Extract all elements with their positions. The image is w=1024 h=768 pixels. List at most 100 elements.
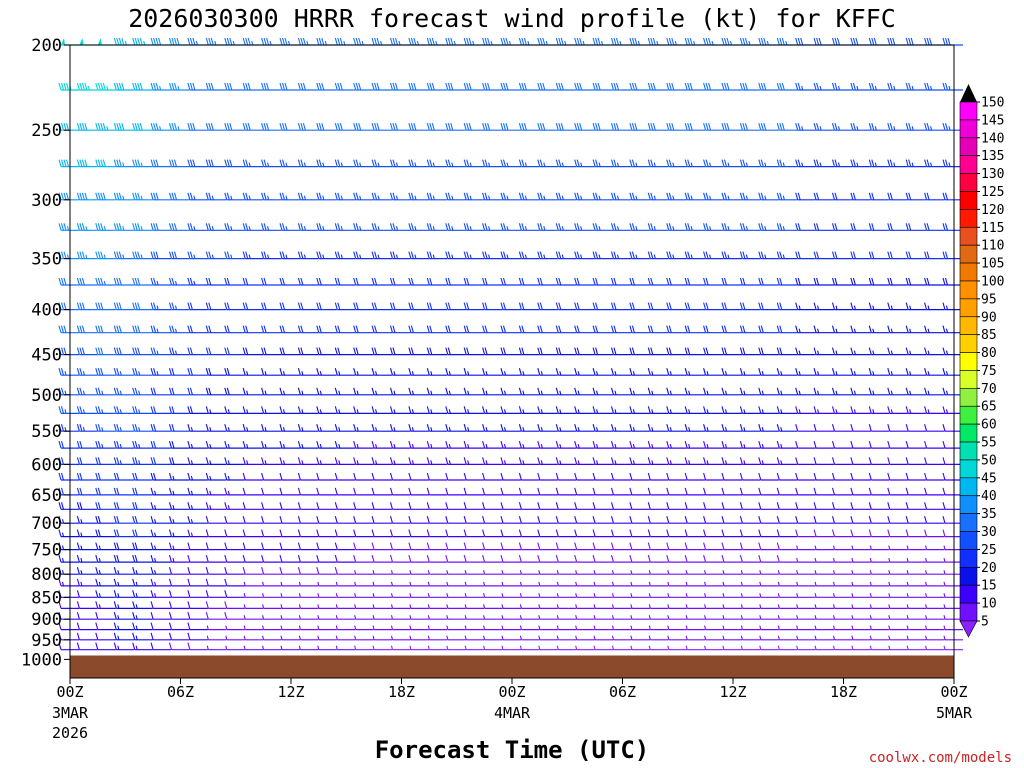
- wind-barb: [76, 424, 98, 432]
- wind-barb: [611, 635, 632, 641]
- wind-barb: [150, 159, 172, 168]
- wind-barb: [684, 529, 706, 538]
- wind-barb: [445, 529, 466, 538]
- wind-barb: [427, 645, 448, 651]
- wind-barb: [776, 406, 798, 414]
- wind-barb: [316, 529, 337, 538]
- wind-barb: [777, 615, 798, 620]
- wind-barb: [648, 645, 669, 651]
- wind-barb: [371, 529, 393, 538]
- wind-barb: [426, 123, 448, 131]
- wind-barb: [95, 542, 116, 551]
- wind-barb: [592, 424, 614, 432]
- wind-barb: [132, 516, 153, 524]
- wind-barb: [831, 37, 853, 46]
- wind-barb: [555, 159, 577, 168]
- wind-barb: [132, 387, 153, 396]
- wind-barb: [187, 642, 208, 651]
- wind-barb: [739, 347, 761, 356]
- wind-barb: [187, 325, 208, 334]
- wind-barb: [831, 440, 853, 449]
- wind-barb: [242, 542, 264, 551]
- wind-barb: [721, 424, 742, 432]
- wind-barb: [610, 457, 632, 465]
- wind-barb: [334, 502, 356, 510]
- wind-barb: [335, 604, 356, 610]
- wind-barb: [372, 604, 393, 610]
- wind-barb: [261, 192, 282, 201]
- wind-barb: [483, 570, 503, 575]
- wind-barb: [796, 557, 816, 563]
- wind-barb: [776, 37, 798, 46]
- wind-barb: [464, 635, 485, 641]
- wind-barb: [389, 277, 411, 286]
- colorbar-swatch: [959, 298, 978, 318]
- wind-barb: [371, 440, 393, 449]
- wind-barb: [629, 192, 650, 201]
- wind-barb: [262, 615, 282, 620]
- wind-barb: [556, 604, 577, 610]
- wind-barb: [279, 424, 300, 432]
- wind-barb: [813, 82, 835, 91]
- wind-barb: [335, 645, 356, 651]
- wind-barb: [76, 192, 98, 201]
- wind-barb: [795, 529, 816, 538]
- wind-barb: [316, 440, 337, 449]
- wind-barb: [95, 567, 116, 575]
- wind-barb: [297, 424, 319, 432]
- wind-barb: [905, 424, 927, 432]
- wind-barb: [242, 302, 264, 311]
- wind-barb: [537, 159, 558, 168]
- wind-barb: [905, 387, 927, 396]
- wind-barb: [262, 581, 282, 587]
- wind-barb: [354, 615, 374, 620]
- wind-barb: [187, 601, 208, 610]
- wind-barb: [261, 440, 282, 449]
- wind-barb: [831, 159, 853, 168]
- colorbar-label: 40: [981, 489, 997, 504]
- wind-barb: [739, 223, 761, 231]
- wind-barb: [76, 516, 98, 524]
- wind-barb: [224, 590, 245, 598]
- wind-barb: [445, 277, 466, 286]
- wind-barb: [205, 223, 227, 231]
- wind-barb: [759, 581, 779, 587]
- wind-barb: [482, 368, 503, 376]
- colorbar-label: 25: [981, 543, 997, 558]
- wind-barb: [445, 37, 466, 46]
- wind-barb: [262, 625, 282, 631]
- wind-barb: [353, 192, 374, 201]
- wind-barb: [242, 529, 264, 538]
- wind-barb: [537, 223, 558, 231]
- wind-barb: [168, 554, 190, 563]
- wind-barb: [446, 570, 466, 575]
- wind-barb: [537, 82, 558, 91]
- wind-barb: [648, 604, 669, 610]
- wind-barb: [868, 516, 890, 524]
- wind-barb: [795, 472, 816, 481]
- wind-barb: [630, 635, 650, 641]
- wind-barb: [831, 123, 853, 131]
- wind-barb: [76, 554, 98, 563]
- wind-barb: [850, 516, 871, 524]
- wind-barb: [224, 387, 245, 396]
- wind-barb: [76, 612, 98, 620]
- wind-barb: [408, 440, 429, 449]
- wind-barb: [704, 645, 724, 651]
- wind-barb: [850, 440, 871, 449]
- wind-barb: [832, 615, 853, 620]
- wind-barb: [888, 604, 908, 610]
- wind-barb: [371, 82, 393, 91]
- wind-barb: [187, 406, 208, 414]
- wind-barb: [887, 502, 908, 510]
- wind-barb: [463, 82, 485, 91]
- wind-barb: [427, 570, 448, 575]
- wind-barb: [408, 406, 429, 414]
- wind-barb: [150, 251, 172, 260]
- colorbar-swatch: [959, 388, 978, 407]
- wind-barb: [555, 542, 577, 551]
- wind-barb: [537, 554, 558, 563]
- wind-barb: [667, 625, 687, 631]
- wind-barb: [279, 159, 300, 168]
- wind-barb: [150, 516, 172, 524]
